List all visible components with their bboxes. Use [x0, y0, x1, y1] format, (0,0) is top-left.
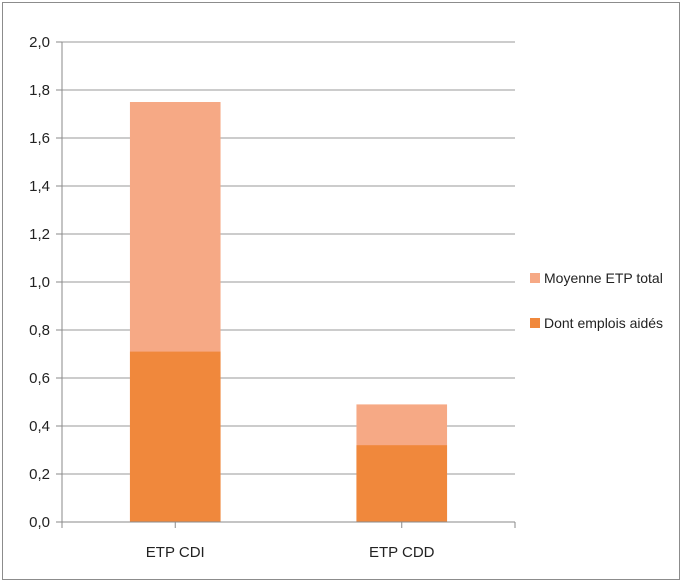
x-tick-label: ETP CDI	[146, 544, 205, 561]
y-axis-ticks: 0,0 0,2 0,4 0,6 0,8 1,0 1,2 1,4 1,6 1,8 2,0	[29, 34, 62, 531]
legend-swatch-total	[530, 273, 540, 283]
y-tick-label: 2,0	[29, 34, 50, 51]
bars	[129, 102, 448, 522]
legend-swatch-aided	[530, 318, 540, 328]
legend-label-aided: Dont emplois aidés	[544, 315, 663, 331]
y-tick-label: 1,8	[29, 82, 50, 99]
y-tick-label: 1,0	[29, 274, 50, 291]
y-tick-label: 1,4	[29, 178, 50, 195]
bar-aided-cdi	[129, 351, 221, 522]
y-tick-label: 1,6	[29, 130, 50, 147]
legend-label-total: Moyenne ETP total	[544, 270, 663, 286]
y-tick-label: 0,0	[29, 514, 50, 531]
y-tick-label: 0,2	[29, 466, 50, 483]
y-tick-label: 0,4	[29, 418, 50, 435]
x-tick-label: ETP CDD	[369, 544, 435, 561]
x-axis-ticks: ETP CDI ETP CDD	[61, 522, 516, 561]
bar-aided-cdd	[356, 445, 448, 522]
y-tick-label: 0,8	[29, 322, 50, 339]
y-tick-label: 0,6	[29, 370, 50, 387]
y-tick-label: 1,2	[29, 226, 50, 243]
legend: Moyenne ETP total Dont emplois aidés	[530, 270, 663, 331]
